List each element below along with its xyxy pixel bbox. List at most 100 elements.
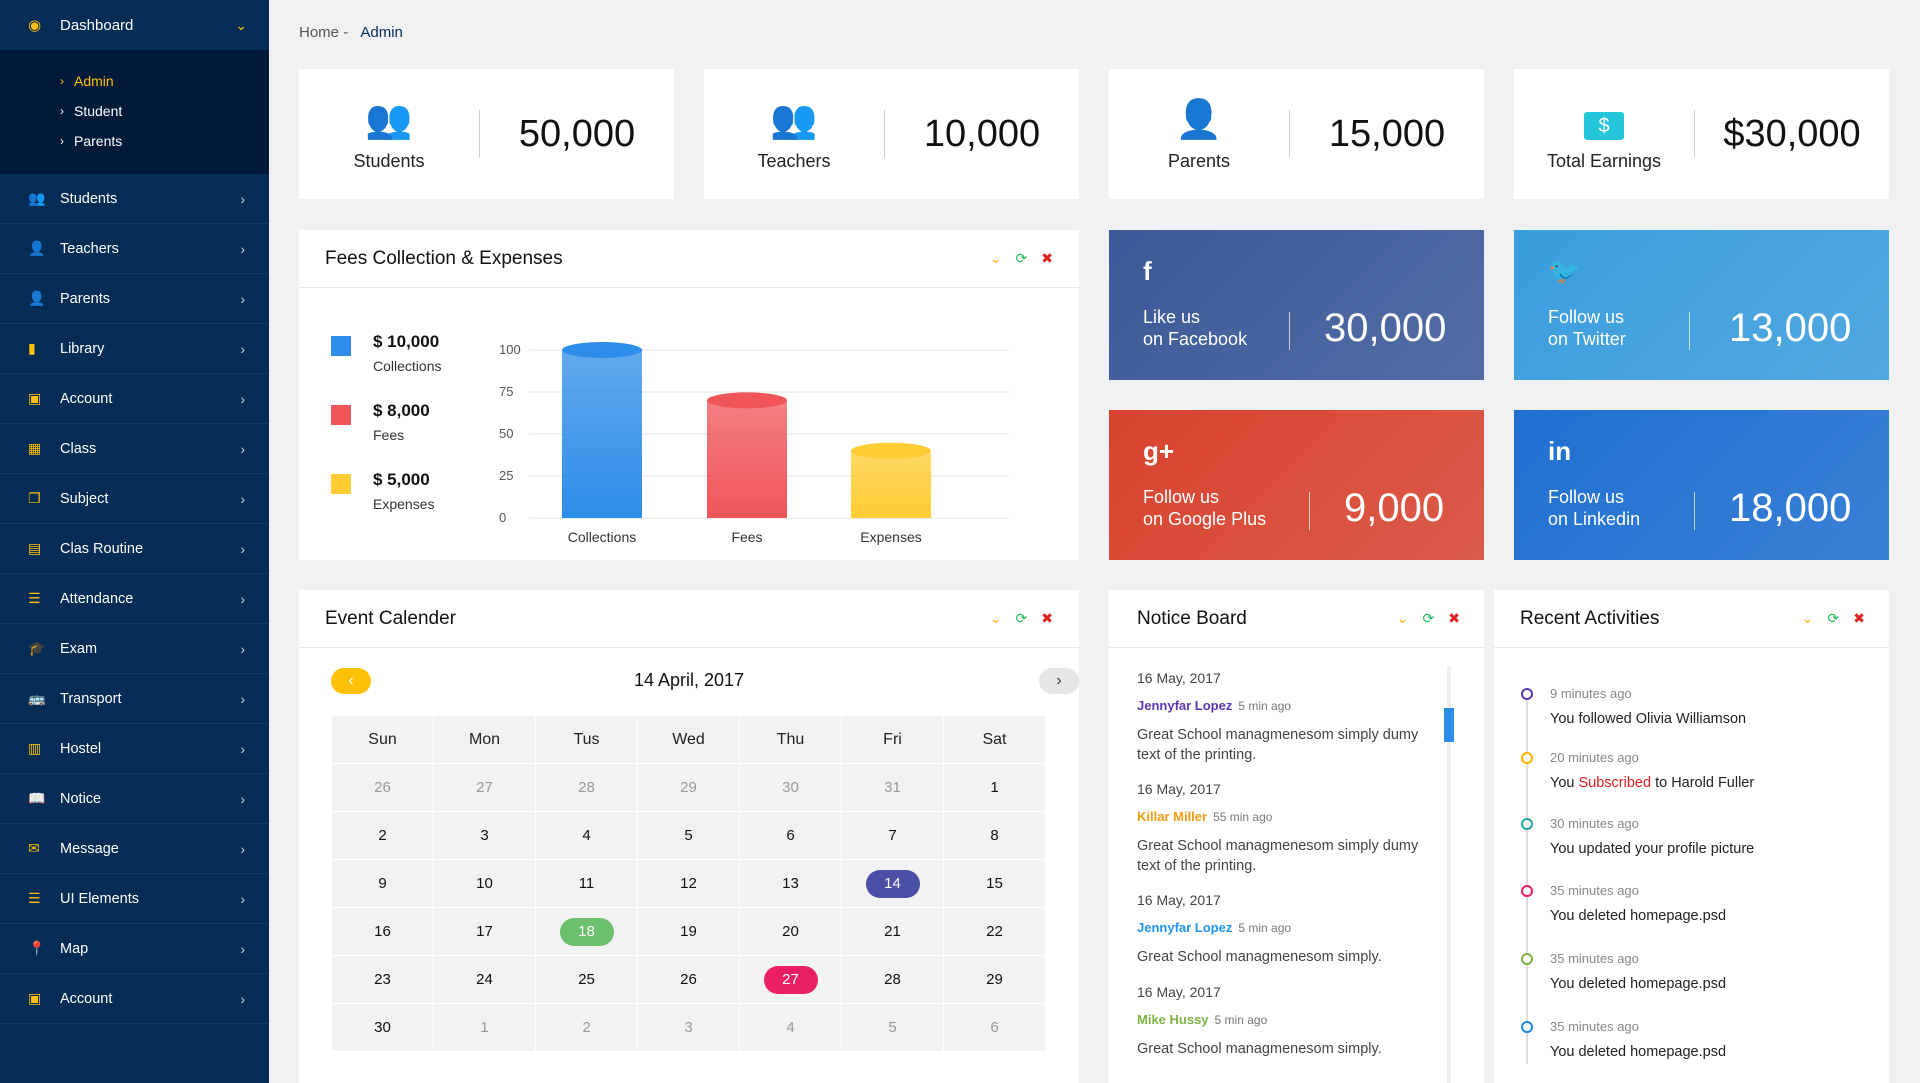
scrollbar-track[interactable]	[1447, 666, 1451, 1083]
social-card-twitter[interactable]: 🐦 Follow us on Twitter 13,000	[1514, 230, 1889, 380]
collapse-icon[interactable]: ⌄	[989, 250, 1002, 266]
social-card-google-plus[interactable]: g+ Follow us on Google Plus 9,000	[1109, 410, 1484, 560]
calendar-day[interactable]: 23	[331, 955, 434, 1004]
calendar-day[interactable]: 26	[637, 955, 740, 1004]
sidebar-item-parents[interactable]: 👤 Parents ›	[0, 274, 269, 324]
calendar-day[interactable]: 20	[739, 907, 842, 956]
notice-author[interactable]: Jennyfar Lopez	[1137, 698, 1233, 713]
calendar-day[interactable]: 2	[331, 811, 434, 860]
social-card-linkedin[interactable]: in Follow us on Linkedin 18,000	[1514, 410, 1889, 560]
calendar-day[interactable]: 21	[841, 907, 944, 956]
sidebar-item-account[interactable]: ▣ Account ›	[0, 374, 269, 424]
calendar-day[interactable]: 1	[433, 1003, 536, 1052]
sidebar-item-subject[interactable]: ❐ Subject ›	[0, 474, 269, 524]
calendar-day[interactable]: 12	[637, 859, 740, 908]
close-icon[interactable]: ✖	[1041, 610, 1053, 626]
sidebar-item-label: Account	[60, 990, 113, 1007]
notice-author[interactable]: Killar Miller	[1137, 809, 1208, 824]
sidebar-item-map[interactable]: 📍 Map ›	[0, 924, 269, 974]
bar-collections[interactable]	[562, 350, 642, 518]
twitter-icon: 🐦	[1548, 256, 1581, 286]
calendar-day[interactable]: 18	[535, 907, 638, 956]
sidebar-item-dashboard[interactable]: ◉ Dashboard ⌄	[0, 0, 269, 50]
calendar-day[interactable]: 3	[637, 1003, 740, 1052]
submenu-item-student[interactable]: › Student	[0, 96, 269, 126]
calendar-day[interactable]: 29	[943, 955, 1046, 1004]
calendar-day[interactable]: 25	[535, 955, 638, 1004]
calendar-day[interactable]: 9	[331, 859, 434, 908]
calendar-day[interactable]: 27	[433, 763, 536, 812]
breadcrumb-home[interactable]: Home	[299, 24, 340, 41]
sidebar-item-ui-elements[interactable]: ☰ UI Elements ›	[0, 874, 269, 924]
calendar-day[interactable]: 4	[739, 1003, 842, 1052]
sidebar-item-teachers[interactable]: 👤 Teachers ›	[0, 224, 269, 274]
refresh-icon[interactable]: ⟳	[1015, 250, 1028, 266]
calendar-day[interactable]: 17	[433, 907, 536, 956]
notice-time: 5 min ago	[1214, 1013, 1268, 1027]
refresh-icon[interactable]: ⟳	[1422, 610, 1435, 626]
calendar-day[interactable]: 16	[331, 907, 434, 956]
calendar-day[interactable]: 6	[739, 811, 842, 860]
sidebar-item-clas-routine[interactable]: ▤ Clas Routine ›	[0, 524, 269, 574]
calendar-day[interactable]: 26	[331, 763, 434, 812]
next-month-button[interactable]: ›	[1039, 668, 1079, 694]
close-icon[interactable]: ✖	[1448, 610, 1460, 626]
calendar-day[interactable]: 31	[841, 763, 944, 812]
submenu-item-parents[interactable]: › Parents	[0, 126, 269, 156]
calendar-day[interactable]: 4	[535, 811, 638, 860]
calendar-day[interactable]: 27	[739, 955, 842, 1004]
calendar-day[interactable]: 11	[535, 859, 638, 908]
social-card-facebook[interactable]: f Like us on Facebook 30,000	[1109, 230, 1484, 380]
sidebar-item-exam[interactable]: 🎓 Exam ›	[0, 624, 269, 674]
sidebar-item-hostel[interactable]: ▥ Hostel ›	[0, 724, 269, 774]
calendar-day[interactable]: 6	[943, 1003, 1046, 1052]
activity-highlight[interactable]: Subscribed	[1578, 775, 1652, 791]
calendar-day[interactable]: 24	[433, 955, 536, 1004]
calendar-day[interactable]: 28	[841, 955, 944, 1004]
sidebar-item-message[interactable]: ✉ Message ›	[0, 824, 269, 874]
calendar-day[interactable]: 19	[637, 907, 740, 956]
collapse-icon[interactable]: ⌄	[989, 610, 1002, 626]
calendar-day[interactable]: 3	[433, 811, 536, 860]
sidebar-item-transport[interactable]: 🚌 Transport ›	[0, 674, 269, 724]
submenu-item-admin[interactable]: › Admin	[0, 66, 269, 96]
calendar-day[interactable]: 5	[841, 1003, 944, 1052]
calendar-day[interactable]: 10	[433, 859, 536, 908]
calendar-day[interactable]: 8	[943, 811, 1046, 860]
calendar-day[interactable]: 1	[943, 763, 1046, 812]
sidebar-item-students[interactable]: 👥 Students ›	[0, 174, 269, 224]
collapse-icon[interactable]: ⌄	[1801, 610, 1814, 626]
notice-author[interactable]: Jennyfar Lopez	[1137, 920, 1233, 935]
calendar-day[interactable]: 30	[739, 763, 842, 812]
close-icon[interactable]: ✖	[1853, 610, 1865, 626]
close-icon[interactable]: ✖	[1041, 250, 1053, 266]
calendar-day[interactable]: 5	[637, 811, 740, 860]
refresh-icon[interactable]: ⟳	[1827, 610, 1840, 626]
calendar-day[interactable]: 22	[943, 907, 1046, 956]
calendar-day[interactable]: 28	[535, 763, 638, 812]
fees-bar-chart: 0 25 50 75 100 Collections Fees Expenses	[499, 342, 1009, 545]
refresh-icon[interactable]: ⟳	[1015, 610, 1028, 626]
sidebar-item-library[interactable]: ▮ Library ›	[0, 324, 269, 374]
sidebar-item-notice[interactable]: 📖 Notice ›	[0, 774, 269, 824]
bar-expenses[interactable]	[851, 450, 931, 518]
bar-fees[interactable]	[707, 400, 787, 518]
calendar-day[interactable]: 13	[739, 859, 842, 908]
sidebar-item-class[interactable]: ▦ Class ›	[0, 424, 269, 474]
prev-month-button[interactable]: ‹	[331, 668, 371, 694]
event-marker: 27	[763, 965, 818, 994]
scrollbar-thumb[interactable]	[1444, 708, 1454, 742]
activity-text: You Subscribed to Harold Fuller	[1550, 775, 1754, 791]
calendar-day[interactable]: 30	[331, 1003, 434, 1052]
sidebar-item-attendance[interactable]: ☰ Attendance ›	[0, 574, 269, 624]
ui-elements-icon: ☰	[28, 890, 41, 906]
calendar-day[interactable]: 14	[841, 859, 944, 908]
sidebar-item-account[interactable]: ▣ Account ›	[0, 974, 269, 1024]
calendar-day[interactable]: 2	[535, 1003, 638, 1052]
calendar-day[interactable]: 7	[841, 811, 944, 860]
calendar-day[interactable]: 15	[943, 859, 1046, 908]
calendar-day[interactable]: 29	[637, 763, 740, 812]
collapse-icon[interactable]: ⌄	[1396, 610, 1409, 626]
notice-author[interactable]: Mike Hussy	[1137, 1012, 1209, 1027]
map-icon: 📍	[28, 940, 46, 956]
